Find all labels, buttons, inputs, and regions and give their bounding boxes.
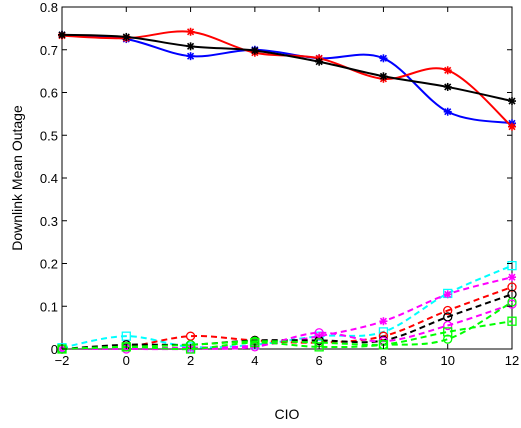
y-tick-label: 0.2	[40, 257, 58, 272]
series-3	[58, 30, 516, 106]
series-line	[61, 33, 513, 103]
x-tick-label: 0	[123, 353, 130, 368]
x-tick-label: 8	[380, 353, 387, 368]
series-line	[62, 303, 513, 351]
y-tick-label: 0.4	[40, 171, 58, 186]
series-line	[61, 320, 513, 351]
x-tick-label: 6	[316, 353, 323, 368]
series-line	[61, 293, 513, 350]
asterisk-marker	[443, 107, 452, 116]
y-tick-label: 0.5	[40, 128, 58, 143]
square-marker	[443, 327, 453, 337]
circle-marker	[443, 334, 453, 344]
x-tick-label: 2	[187, 353, 194, 368]
circle-marker	[507, 282, 517, 292]
y-tick-label: 0.1	[40, 299, 58, 314]
series-line	[61, 264, 513, 349]
asterisk-marker	[250, 46, 259, 55]
y-tick-label: 0.3	[40, 214, 58, 229]
y-tick-label: 0.8	[40, 0, 58, 15]
asterisk-marker	[443, 82, 452, 91]
asterisk-marker	[379, 72, 388, 81]
y-axis-label: Downlink Mean Outage	[9, 105, 25, 251]
y-tick-label: 0	[51, 342, 58, 357]
asterisk-marker	[379, 317, 388, 326]
square-marker	[121, 342, 131, 352]
y-tick-label: 0.6	[40, 86, 58, 101]
series-line	[61, 33, 513, 125]
asterisk-marker	[58, 30, 66, 39]
y-tick-label: 0.7	[40, 43, 58, 58]
asterisk-marker	[186, 27, 195, 36]
x-tick-label: 12	[505, 353, 519, 368]
x-tick-label: −2	[55, 353, 70, 368]
asterisk-marker	[508, 273, 516, 282]
series-layer	[57, 27, 517, 354]
asterisk-marker	[508, 122, 516, 131]
asterisk-marker	[508, 97, 516, 106]
plot-frame	[61, 6, 513, 350]
square-marker	[507, 316, 517, 326]
square-marker	[314, 342, 324, 352]
x-tick-label: 4	[251, 353, 258, 368]
asterisk-marker	[379, 54, 388, 63]
asterisk-marker	[443, 66, 452, 75]
square-marker	[507, 260, 517, 271]
asterisk-marker	[122, 32, 131, 41]
asterisk-marker	[186, 42, 195, 51]
asterisk-marker	[315, 57, 324, 66]
x-axis-label: CIO	[275, 406, 300, 422]
circle-marker	[443, 305, 453, 316]
asterisk-marker	[186, 52, 195, 61]
circle-marker	[443, 320, 453, 331]
circle-marker	[314, 328, 324, 338]
asterisk-marker	[443, 290, 452, 299]
x-tick-label: 10	[440, 353, 454, 368]
